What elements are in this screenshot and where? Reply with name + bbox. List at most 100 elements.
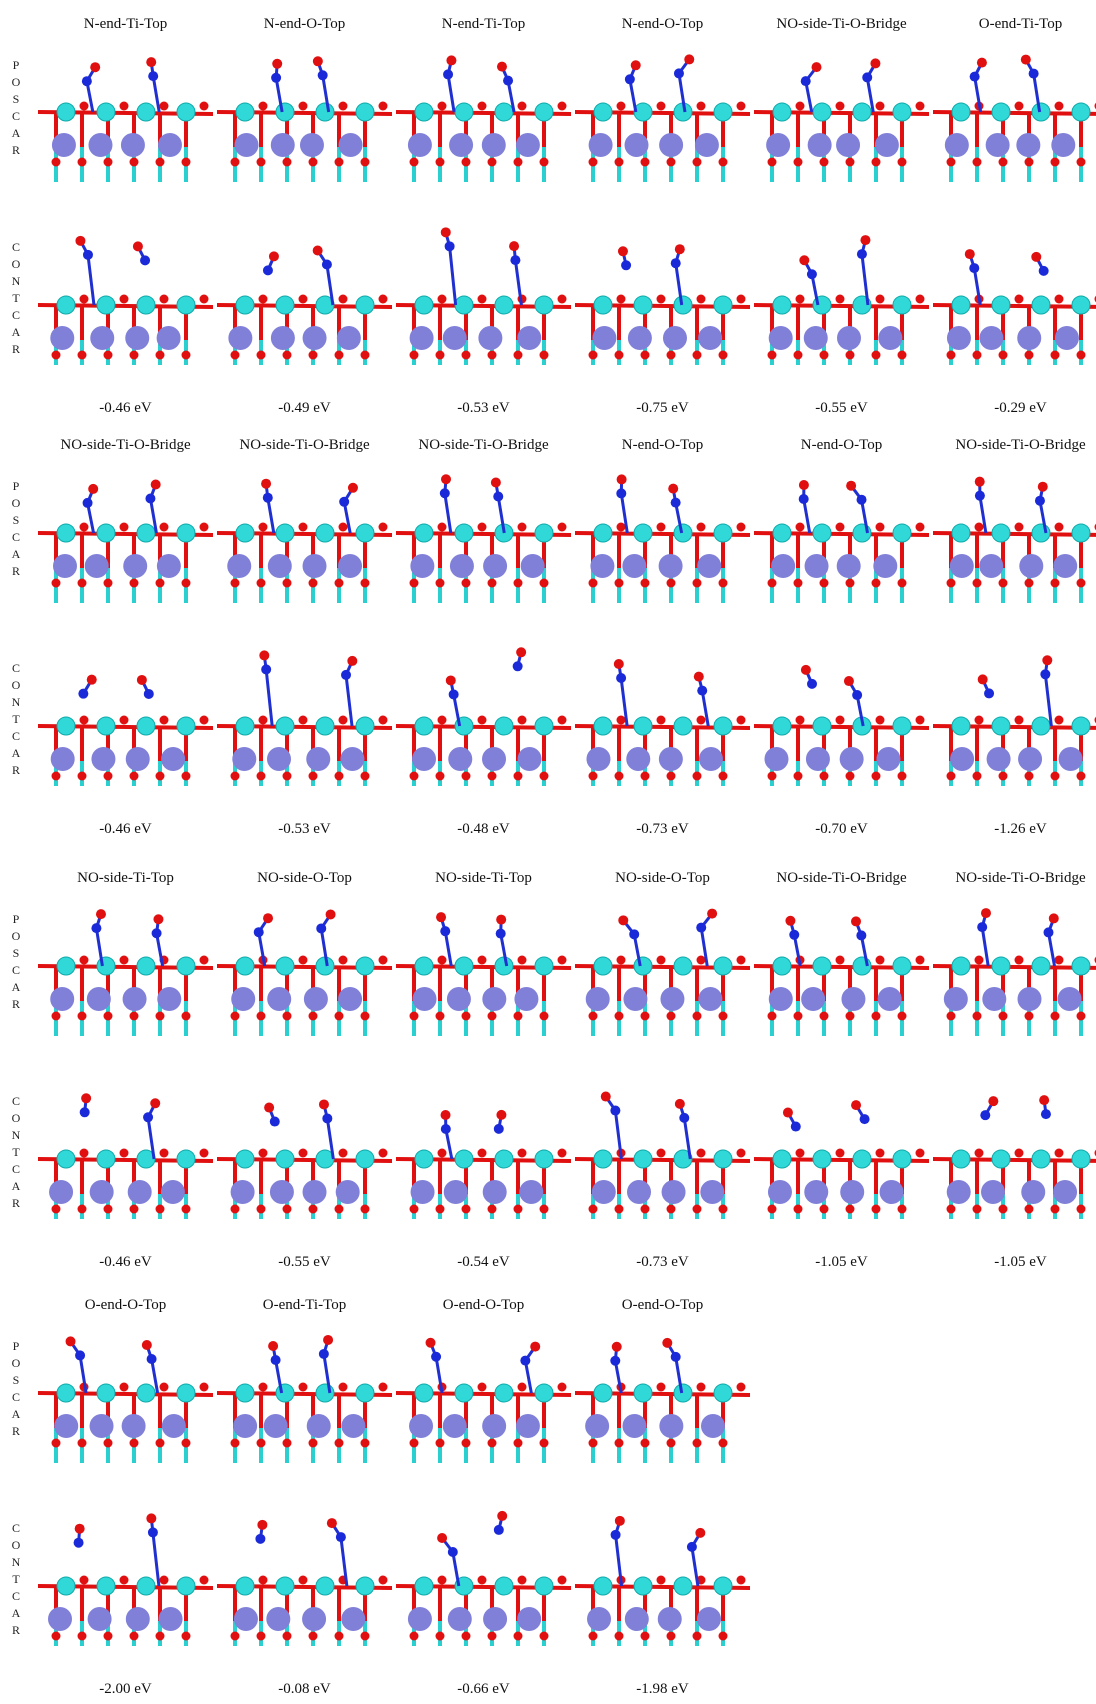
o-atom: [1055, 956, 1064, 965]
o-atom: [695, 1528, 705, 1538]
o-atom: [283, 579, 292, 588]
o-atom: [231, 1205, 240, 1214]
o-atom: [667, 1205, 676, 1214]
o-atom: [52, 1439, 61, 1448]
o-atom: [200, 1576, 209, 1585]
o-atom: [737, 1383, 746, 1392]
o-atom: [130, 351, 139, 360]
o-atom: [156, 158, 165, 167]
row-label: CONTCAR: [8, 1094, 24, 1213]
o-atom: [438, 1576, 447, 1585]
o-atom: [697, 716, 706, 725]
structure-panel: [38, 1496, 213, 1646]
o-atom: [540, 1205, 549, 1214]
o-atom: [496, 915, 506, 925]
o-atom: [657, 1383, 666, 1392]
ti-atom: [236, 103, 254, 121]
ti-atom: [594, 1150, 612, 1168]
n-atom: [75, 1350, 85, 1360]
o-atom: [693, 579, 702, 588]
energy-label: -0.49 eV: [215, 400, 394, 417]
ti-atom: [495, 957, 513, 975]
o-atom: [999, 158, 1008, 167]
o-atom: [1077, 772, 1086, 781]
o-atom: [80, 1576, 89, 1585]
o-atom: [299, 102, 308, 111]
row-label: CONTCAR: [8, 240, 24, 359]
structure-panel: [38, 894, 213, 1044]
o-atom: [872, 1205, 881, 1214]
la-atom: [768, 1180, 792, 1204]
o-atom: [693, 1205, 702, 1214]
o-atom: [768, 351, 777, 360]
la-atom: [478, 326, 502, 350]
la-atom: [54, 1414, 78, 1438]
o-atom: [820, 772, 829, 781]
ti-atom: [535, 957, 553, 975]
n-atom: [671, 258, 681, 268]
la-atom: [628, 326, 652, 350]
n-atom: [83, 250, 93, 260]
ti-atom: [535, 103, 553, 121]
o-atom: [379, 102, 388, 111]
structure-panel: [575, 215, 750, 365]
la-atom: [698, 987, 722, 1011]
o-atom: [182, 351, 191, 360]
la-atom: [947, 326, 971, 350]
ti-atom: [415, 524, 433, 542]
o-atom: [617, 102, 626, 111]
o-atom: [488, 1439, 497, 1448]
panel-title: NO-side-O-Top: [573, 870, 752, 887]
o-atom: [80, 295, 89, 304]
ti-atom: [316, 524, 334, 542]
o-atom: [589, 772, 598, 781]
panel-title: O-end-O-Top: [36, 1297, 215, 1314]
o-atom: [257, 351, 266, 360]
o-atom: [737, 1149, 746, 1158]
n-atom: [807, 269, 817, 279]
o-atom: [719, 579, 728, 588]
la-atom: [162, 1414, 186, 1438]
n-atom: [494, 1525, 504, 1535]
o-atom: [410, 1632, 419, 1641]
o-atom: [719, 351, 728, 360]
o-atom: [719, 158, 728, 167]
o-atom: [361, 1205, 370, 1214]
n-atom: [611, 1530, 621, 1540]
o-atom: [820, 351, 829, 360]
o-atom: [667, 1439, 676, 1448]
o-atom: [947, 772, 956, 781]
o-atom: [361, 351, 370, 360]
o-atom: [975, 1149, 984, 1158]
la-atom: [808, 133, 832, 157]
panel-title: NO-side-Ti-O-Bridge: [215, 437, 394, 454]
la-atom: [303, 554, 327, 578]
ti-atom: [97, 957, 115, 975]
o-atom: [641, 1012, 650, 1021]
ti-atom: [177, 717, 195, 735]
ti-atom: [714, 1577, 732, 1595]
o-atom: [978, 674, 988, 684]
o-atom: [977, 58, 987, 68]
ti-atom: [773, 717, 791, 735]
n-atom: [610, 1356, 620, 1366]
ti-atom: [415, 717, 433, 735]
o-atom: [319, 1099, 329, 1109]
la-atom: [408, 133, 432, 157]
o-atom: [667, 1012, 676, 1021]
o-atom: [309, 351, 318, 360]
o-atom: [200, 295, 209, 304]
ti-atom: [177, 957, 195, 975]
o-atom: [916, 102, 925, 111]
ti-atom: [316, 717, 334, 735]
o-atom: [1055, 1149, 1064, 1158]
o-atom: [697, 1383, 706, 1392]
o-atom: [257, 579, 266, 588]
o-atom: [799, 480, 809, 490]
ti-atom: [137, 717, 155, 735]
o-atom: [410, 158, 419, 167]
energy-label: -0.46 eV: [36, 821, 215, 838]
ti-atom: [1072, 103, 1090, 121]
o-atom: [657, 523, 666, 532]
o-atom: [462, 158, 471, 167]
